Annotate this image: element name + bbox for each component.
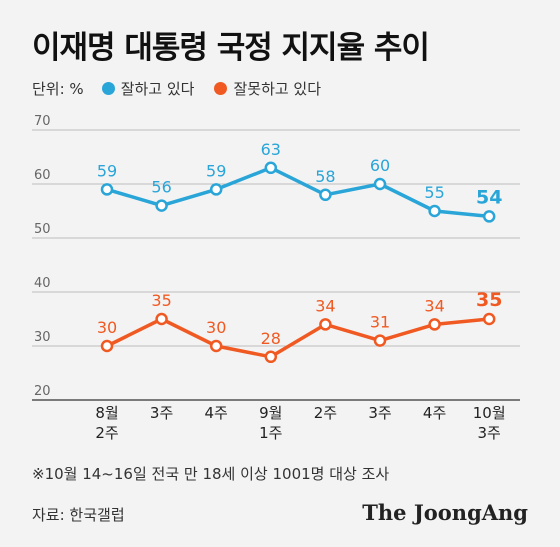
data-label: 30 xyxy=(206,318,226,337)
x-tick-label: 2주 xyxy=(95,424,118,442)
x-tick-label: 1주 xyxy=(259,424,282,442)
data-point xyxy=(373,177,387,191)
data-point xyxy=(482,312,496,326)
chart-title: 이재명 대통령 국정 지지율 추이 xyxy=(32,30,430,66)
approve-series-line xyxy=(106,166,490,219)
data-label: 58 xyxy=(315,167,335,186)
x-tick-label: 8월 xyxy=(95,404,118,422)
data-point xyxy=(209,339,223,353)
unit-label: 단위: % xyxy=(32,80,84,98)
data-point xyxy=(428,204,441,218)
data-point xyxy=(373,334,387,347)
data-label: 63 xyxy=(261,140,281,159)
data-point xyxy=(155,199,168,212)
joongang-logo: The JoongAng xyxy=(362,500,528,525)
legend-label-approve: 잘하고 있다 xyxy=(120,80,195,98)
x-tick-label: 3주 xyxy=(368,404,391,422)
legend: 단위: % 잘하고 있다 잘못하고 있다 xyxy=(32,78,341,99)
data-label: 35 xyxy=(151,291,171,310)
source-label: 자료: 한국갤럽 xyxy=(32,506,125,524)
data-label: 59 xyxy=(97,161,117,180)
y-tick-label: 70 xyxy=(34,114,51,129)
data-point xyxy=(264,161,278,175)
y-tick-label: 50 xyxy=(34,222,51,237)
survey-note: ※10월 14~16일 전국 만 18세 이상 1001명 대상 조사 xyxy=(32,465,390,483)
x-tick-label: 2주 xyxy=(314,404,337,422)
data-label: 31 xyxy=(370,313,390,332)
x-tick-label: 9월 xyxy=(259,404,282,422)
data-label: 30 xyxy=(97,318,117,337)
line-chart: 70 60 50 40 30 20 8월 2주 3주 4주 9월 1주 2주 3주 4주 10월 3주 59 56 5… xyxy=(32,114,520,442)
y-tick-label: 60 xyxy=(34,168,51,183)
data-label: 28 xyxy=(261,329,281,348)
data-label: 56 xyxy=(151,178,171,197)
data-label: 55 xyxy=(424,183,444,202)
data-point xyxy=(100,183,114,196)
legend-item-approve: 잘하고 있다 xyxy=(101,78,195,99)
data-point xyxy=(319,318,332,331)
data-label: 54 xyxy=(476,186,502,208)
data-point xyxy=(209,183,223,196)
x-tick-label: 4주 xyxy=(423,404,446,422)
data-point xyxy=(428,318,441,331)
data-point xyxy=(319,188,332,202)
x-tick-label: 4주 xyxy=(205,404,228,422)
data-point xyxy=(155,312,168,326)
disapprove-series-line xyxy=(106,317,490,359)
data-label: 35 xyxy=(476,289,502,311)
approve-dot-icon xyxy=(101,82,115,95)
data-label: 34 xyxy=(315,296,335,315)
data-label: 60 xyxy=(370,156,390,175)
x-tick-label: 3주 xyxy=(150,404,173,422)
data-point xyxy=(100,339,114,353)
data-point xyxy=(482,210,496,223)
y-tick-label: 20 xyxy=(34,384,51,399)
x-tick-label: 10월 xyxy=(473,404,506,422)
disapprove-dot-icon xyxy=(214,82,228,95)
legend-item-disapprove: 잘못하고 있다 xyxy=(214,78,321,99)
data-point xyxy=(264,350,278,364)
legend-label-disapprove: 잘못하고 있다 xyxy=(233,80,322,98)
x-tick-label: 3주 xyxy=(478,424,501,442)
data-label: 59 xyxy=(206,161,226,180)
data-label: 34 xyxy=(424,296,444,315)
y-tick-label: 40 xyxy=(34,276,51,291)
y-tick-label: 30 xyxy=(34,330,51,345)
